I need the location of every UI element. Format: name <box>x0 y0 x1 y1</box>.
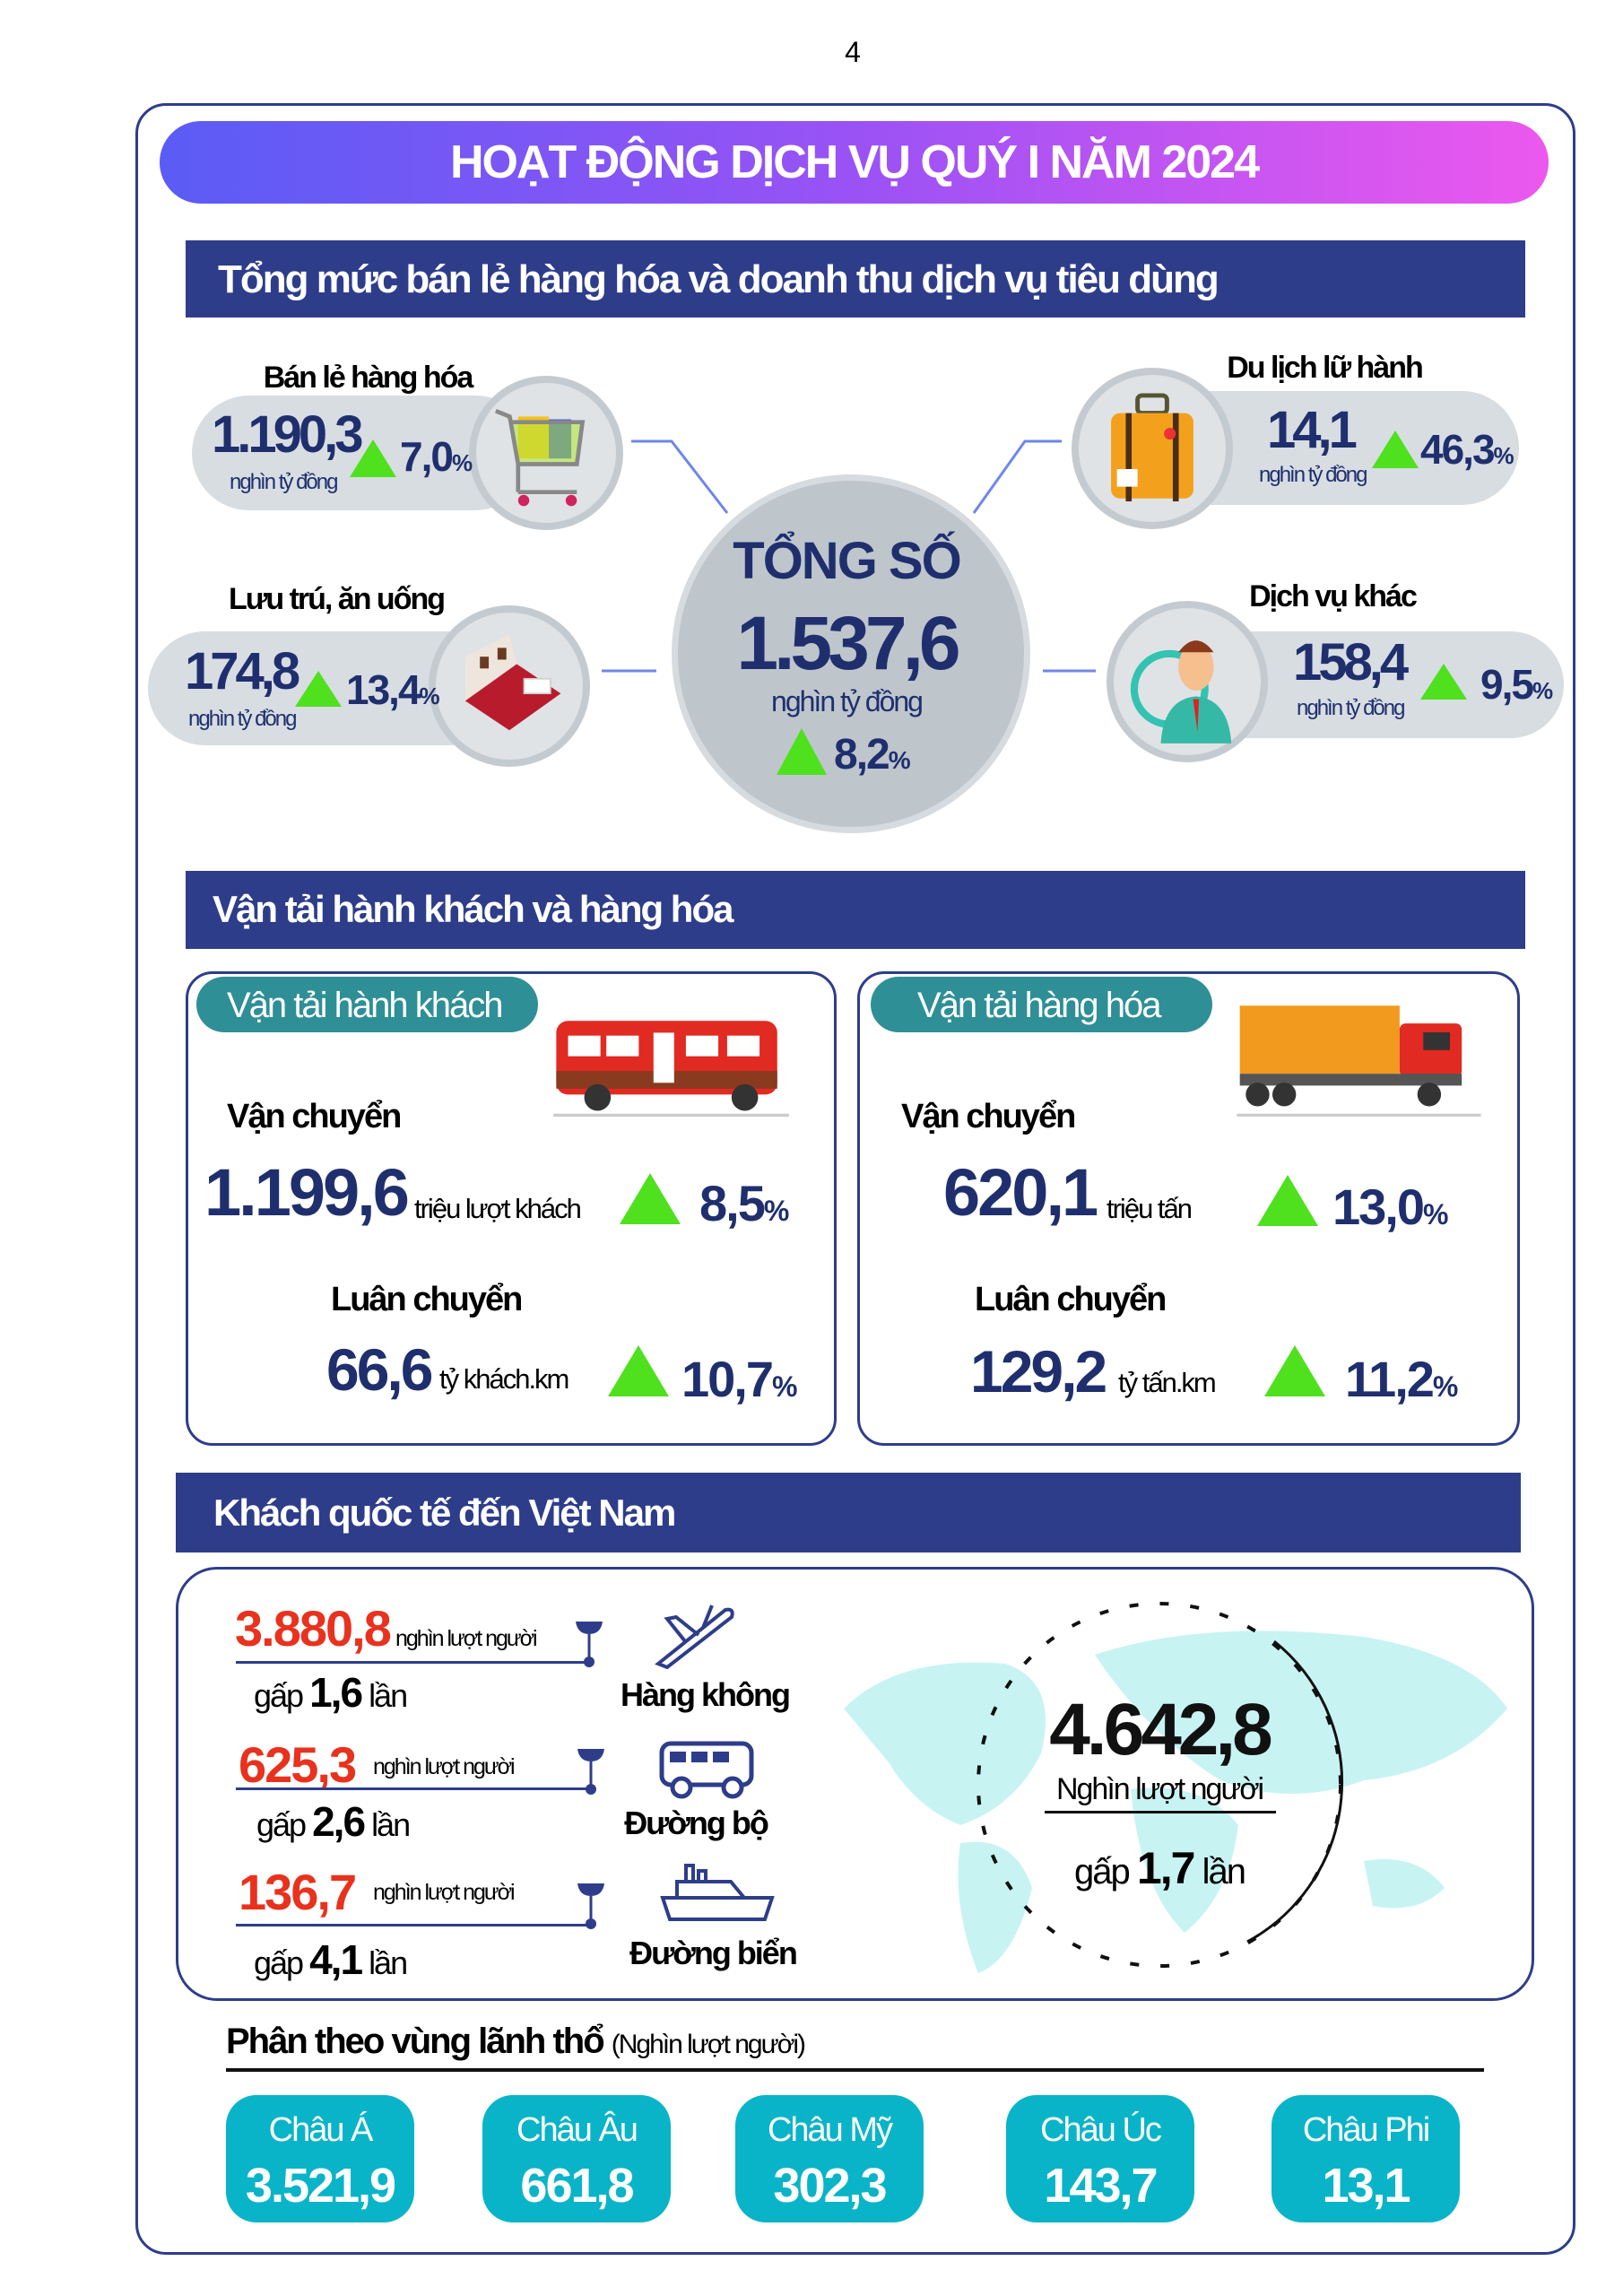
section-header-retail: Tổng mức bán lẻ hàng hóa và doanh thu dị… <box>186 240 1525 317</box>
passenger-rotate-unit: tỷ khách.km <box>439 1363 569 1395</box>
cargo-rotate-label: Luân chuyển <box>975 1281 1167 1318</box>
lodging-icon-circle <box>429 605 590 767</box>
passenger-carry-label: Vận chuyển <box>227 1098 402 1135</box>
title-banner: HOẠT ĐỘNG DỊCH VỤ QUÝ I NĂM 2024 <box>160 121 1549 204</box>
visitors-box <box>176 1567 1534 2001</box>
mode-label: Đường biển <box>629 1935 798 1971</box>
growth-up-icon <box>608 1345 669 1396</box>
truck-icon <box>1237 1005 1481 1118</box>
goblet-marker-icon <box>576 1622 603 1667</box>
visitors-total-value: 4.642,8 <box>1049 1689 1273 1770</box>
growth-up-icon <box>777 728 827 775</box>
cargo-rotate-value: 129,2 <box>970 1338 1107 1405</box>
passenger-carry-value: 1.199,6 <box>204 1155 410 1230</box>
growth-up-icon <box>295 671 342 707</box>
suitcase-icon <box>1111 393 1193 502</box>
retail-value: 1.190,3 <box>212 405 364 464</box>
cargo-carry-unit: triệu tấn <box>1107 1193 1193 1224</box>
growth-up-icon <box>1420 664 1467 700</box>
goblet-marker-icon <box>577 1883 604 1929</box>
passenger-rotate-value: 66,6 <box>326 1336 433 1403</box>
region-heading: Phân theo vùng lãnh thổ (Nghìn lượt ngườ… <box>226 2022 806 2061</box>
growth-up-icon <box>1264 1345 1325 1396</box>
mode-label: Hàng không <box>621 1676 791 1713</box>
region-card-america: Châu Mỹ 302,3 <box>735 2095 924 2222</box>
passenger-box <box>186 971 837 1446</box>
section-title: Vận tải hành khách và hàng hóa <box>213 888 733 930</box>
growth-up-icon <box>1257 1175 1318 1226</box>
total-unit: nghìn tỷ đồng <box>771 685 924 718</box>
cargo-tag: Vận tải hàng hóa <box>871 977 1212 1032</box>
travel-value: 14,1 <box>1267 401 1358 459</box>
retail-growth: 7,0% <box>400 433 473 480</box>
bus-icon <box>553 1021 789 1118</box>
connector-lines <box>602 439 1096 673</box>
total-value: 1.537,6 <box>736 601 960 685</box>
cargo-carry-label: Vận chuyển <box>901 1098 1076 1135</box>
region-card-oceania: Châu Úc 143,7 <box>1006 2095 1194 2222</box>
cargo-rotate-growth: 11,2% <box>1345 1351 1458 1407</box>
retail-icon-circle <box>469 376 623 530</box>
lodging-unit: nghìn tỷ đồng <box>188 707 297 731</box>
retail-unit: nghìn tỷ đồng <box>230 470 338 494</box>
other-value: 158,4 <box>1293 633 1409 691</box>
region-card-africa: Châu Phi 13,1 <box>1271 2095 1460 2222</box>
mode-label: Đường bộ <box>624 1805 769 1841</box>
growth-up-icon <box>620 1173 681 1224</box>
total-circle <box>672 474 1030 833</box>
other-unit: nghìn tỷ đồng <box>1297 696 1405 720</box>
divider <box>1045 1811 1276 1813</box>
passenger-carry-growth: 8,5% <box>699 1175 789 1231</box>
lodging-growth: 13,4% <box>346 666 440 713</box>
visitors-total-times: gấp 1,7 lần <box>1074 1843 1246 1893</box>
cargo-box <box>857 971 1520 1446</box>
travel-unit: nghìn tỷ đồng <box>1259 463 1367 487</box>
page-title: HOẠT ĐỘNG DỊCH VỤ QUÝ I NĂM 2024 <box>449 136 1260 188</box>
cargo-carry-growth: 13,0% <box>1332 1178 1448 1235</box>
world-map-icon <box>844 1602 1507 1973</box>
hotel-icon <box>464 634 561 731</box>
lodging-value: 174,8 <box>185 642 300 700</box>
travel-growth: 46,3% <box>1420 426 1515 473</box>
passenger-tag: Vận tải hành khách <box>196 977 538 1032</box>
other-icon-circle <box>1107 601 1268 762</box>
cargo-carry-value: 620,1 <box>943 1155 1098 1230</box>
section-title: Khách quốc tế đến Việt Nam <box>213 1492 676 1534</box>
passenger-rotate-label: Luân chuyển <box>331 1281 523 1318</box>
page-number: 4 <box>845 36 861 68</box>
divider <box>226 2068 1484 2072</box>
lodging-label: Lưu trú, ăn uống <box>228 582 446 616</box>
section-title: Tổng mức bán lẻ hàng hóa và doanh thu dị… <box>218 257 1219 301</box>
cargo-rotate-unit: tỷ tấn.km <box>1118 1367 1217 1398</box>
van-icon <box>659 1741 754 1799</box>
section-header-transport: Vận tải hành khách và hàng hóa <box>186 871 1525 949</box>
visitors-total-unit: Nghìn lượt người <box>1055 1772 1264 1806</box>
shopping-cart-icon <box>494 409 586 507</box>
infographic-frame <box>135 103 1575 2255</box>
passenger-rotate-growth: 10,7% <box>681 1351 797 1407</box>
passenger-carry-unit: triệu lượt khách <box>414 1193 582 1224</box>
region-card-europe: Châu Âu 661,8 <box>482 2095 671 2222</box>
airplane-icon <box>655 1605 734 1670</box>
travel-icon-circle <box>1072 368 1233 529</box>
growth-up-icon <box>350 439 396 477</box>
total-label: TỔNG SỐ <box>733 532 961 590</box>
growth-up-icon <box>1372 430 1419 468</box>
total-growth: 8,2% <box>834 731 911 778</box>
other-label: Dịch vụ khác <box>1249 579 1418 613</box>
section-header-visitors: Khách quốc tế đến Việt Nam <box>176 1473 1521 1552</box>
region-card-asia: Châu Á 3.521,9 <box>226 2095 414 2222</box>
support-agent-icon <box>1130 640 1232 744</box>
other-growth: 9,5% <box>1480 661 1553 708</box>
goblet-marker-icon <box>577 1749 604 1795</box>
travel-label: Du lịch lữ hành <box>1227 351 1424 385</box>
ship-icon <box>660 1864 775 1921</box>
retail-label: Bán lẻ hàng hóa <box>263 361 474 395</box>
